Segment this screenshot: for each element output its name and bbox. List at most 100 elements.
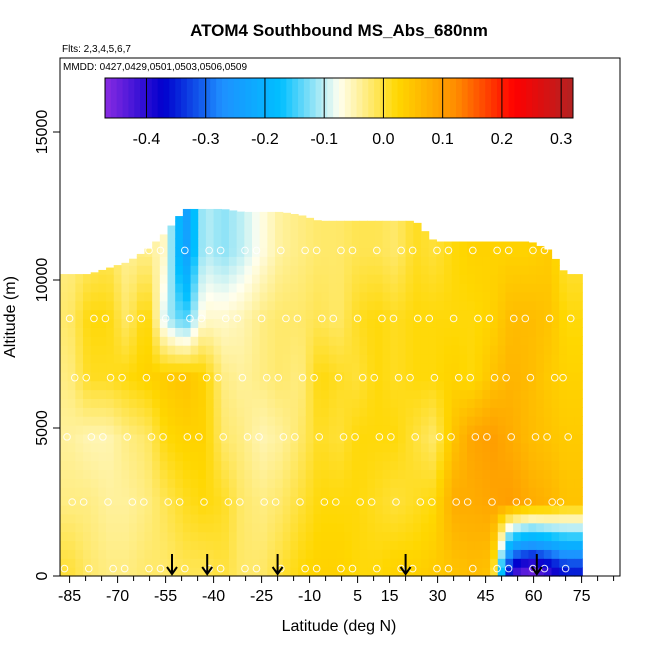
heatmap-cell xyxy=(559,291,568,302)
heatmap-cell xyxy=(351,416,361,426)
heatmap-cell xyxy=(344,354,353,364)
heatmap-cell xyxy=(144,522,153,533)
heatmap-cell xyxy=(382,442,391,453)
heatmap-cell xyxy=(344,531,353,542)
heatmap-cell xyxy=(367,238,376,249)
heatmap-cell xyxy=(474,513,483,524)
heatmap-cell xyxy=(228,407,238,417)
heatmap-cell xyxy=(520,265,530,275)
heatmap-cell xyxy=(551,433,560,444)
heatmap-cell xyxy=(474,567,483,577)
heatmap-cell xyxy=(205,327,215,337)
sample-point xyxy=(243,433,252,441)
heatmap-cell xyxy=(267,211,276,222)
heatmap-cell xyxy=(106,362,115,373)
heatmap-cell xyxy=(328,354,338,364)
heatmap-cell xyxy=(198,362,207,373)
heatmap-cell xyxy=(221,380,230,391)
x-tick-label: -25 xyxy=(250,588,273,605)
heatmap-cell xyxy=(213,531,222,542)
heatmap-cell xyxy=(520,469,530,479)
heatmap-cell xyxy=(282,220,291,231)
heatmap-cell xyxy=(90,487,99,497)
heatmap-cell xyxy=(390,336,399,346)
heatmap-cell xyxy=(275,265,284,275)
heatmap-cell xyxy=(83,371,92,382)
heatmap-cell xyxy=(367,256,376,266)
heatmap-cell xyxy=(405,265,414,275)
sample-point xyxy=(166,373,175,382)
heatmap-cell xyxy=(490,451,499,462)
heatmap-cell xyxy=(413,380,422,391)
heatmap-cell xyxy=(190,274,199,284)
heatmap-cell xyxy=(413,567,422,577)
heatmap-cell xyxy=(459,336,468,346)
heatmap-cell xyxy=(136,327,146,337)
heatmap-cell xyxy=(144,371,153,382)
heatmap-cell xyxy=(305,309,315,320)
heatmap-cell xyxy=(536,309,545,320)
heatmap-cell xyxy=(336,309,345,320)
heatmap-cell xyxy=(213,229,222,240)
heatmap-cell xyxy=(321,460,330,471)
heatmap-cell xyxy=(259,380,268,391)
heatmap-cell xyxy=(382,371,391,382)
heatmap-cell xyxy=(267,442,276,453)
heatmap-cell xyxy=(351,487,361,497)
heatmap-cell xyxy=(159,265,169,275)
heatmap-cell xyxy=(536,513,545,524)
heatmap-cell xyxy=(351,247,361,257)
heatmap-cell xyxy=(305,265,315,275)
heatmap-cell xyxy=(420,318,430,328)
heatmap-cell xyxy=(129,389,138,399)
heatmap-cell xyxy=(436,540,445,550)
heatmap-cell xyxy=(98,416,107,426)
heatmap-cell xyxy=(213,220,222,231)
heatmap-cell xyxy=(205,496,215,506)
heatmap-cell xyxy=(497,327,507,337)
heatmap-cell xyxy=(252,291,261,302)
heatmap-cell xyxy=(152,241,161,249)
heatmap-cell xyxy=(83,354,92,364)
heatmap-cell xyxy=(420,238,430,249)
heatmap-cell xyxy=(528,442,537,453)
heatmap-cell xyxy=(275,407,284,417)
heatmap-cell xyxy=(236,522,245,533)
sample-point xyxy=(389,314,398,323)
heatmap-cell xyxy=(198,398,207,408)
heatmap-cell xyxy=(405,451,414,462)
heatmap-cell xyxy=(382,265,391,275)
heatmap-cell xyxy=(497,354,507,364)
heatmap-cell xyxy=(121,504,130,515)
heatmap-cell xyxy=(60,362,69,373)
heatmap-cell xyxy=(436,425,445,435)
heatmap-cell xyxy=(505,336,514,346)
heatmap-cell xyxy=(267,274,276,284)
heatmap-cell xyxy=(474,558,483,568)
heatmap-cell xyxy=(213,256,222,266)
heatmap-cell xyxy=(282,354,291,364)
heatmap-cell xyxy=(413,256,422,266)
heatmap-cell xyxy=(336,460,345,471)
heatmap-cell xyxy=(551,478,560,488)
heatmap-cell xyxy=(221,389,230,399)
heatmap-cell xyxy=(374,504,384,515)
heatmap-cell xyxy=(113,416,123,426)
heatmap-cell xyxy=(221,504,230,515)
heatmap-cell xyxy=(244,238,253,249)
x-tick-label: -55 xyxy=(154,588,177,605)
heatmap-cell xyxy=(205,558,215,568)
heatmap-cell xyxy=(190,451,199,462)
heatmap-cell xyxy=(374,433,384,444)
heatmap-cell xyxy=(282,522,291,533)
heatmap-cell xyxy=(83,558,92,568)
heatmap-cell xyxy=(397,318,407,328)
heatmap-cell xyxy=(374,380,384,391)
heatmap-cell xyxy=(152,380,161,391)
heatmap-cell xyxy=(382,425,391,435)
heatmap-cell xyxy=(390,460,399,471)
heatmap-cell xyxy=(351,469,361,479)
heatmap-cell xyxy=(228,247,238,257)
heatmap-cell xyxy=(505,478,514,488)
heatmap-cell xyxy=(205,291,215,302)
